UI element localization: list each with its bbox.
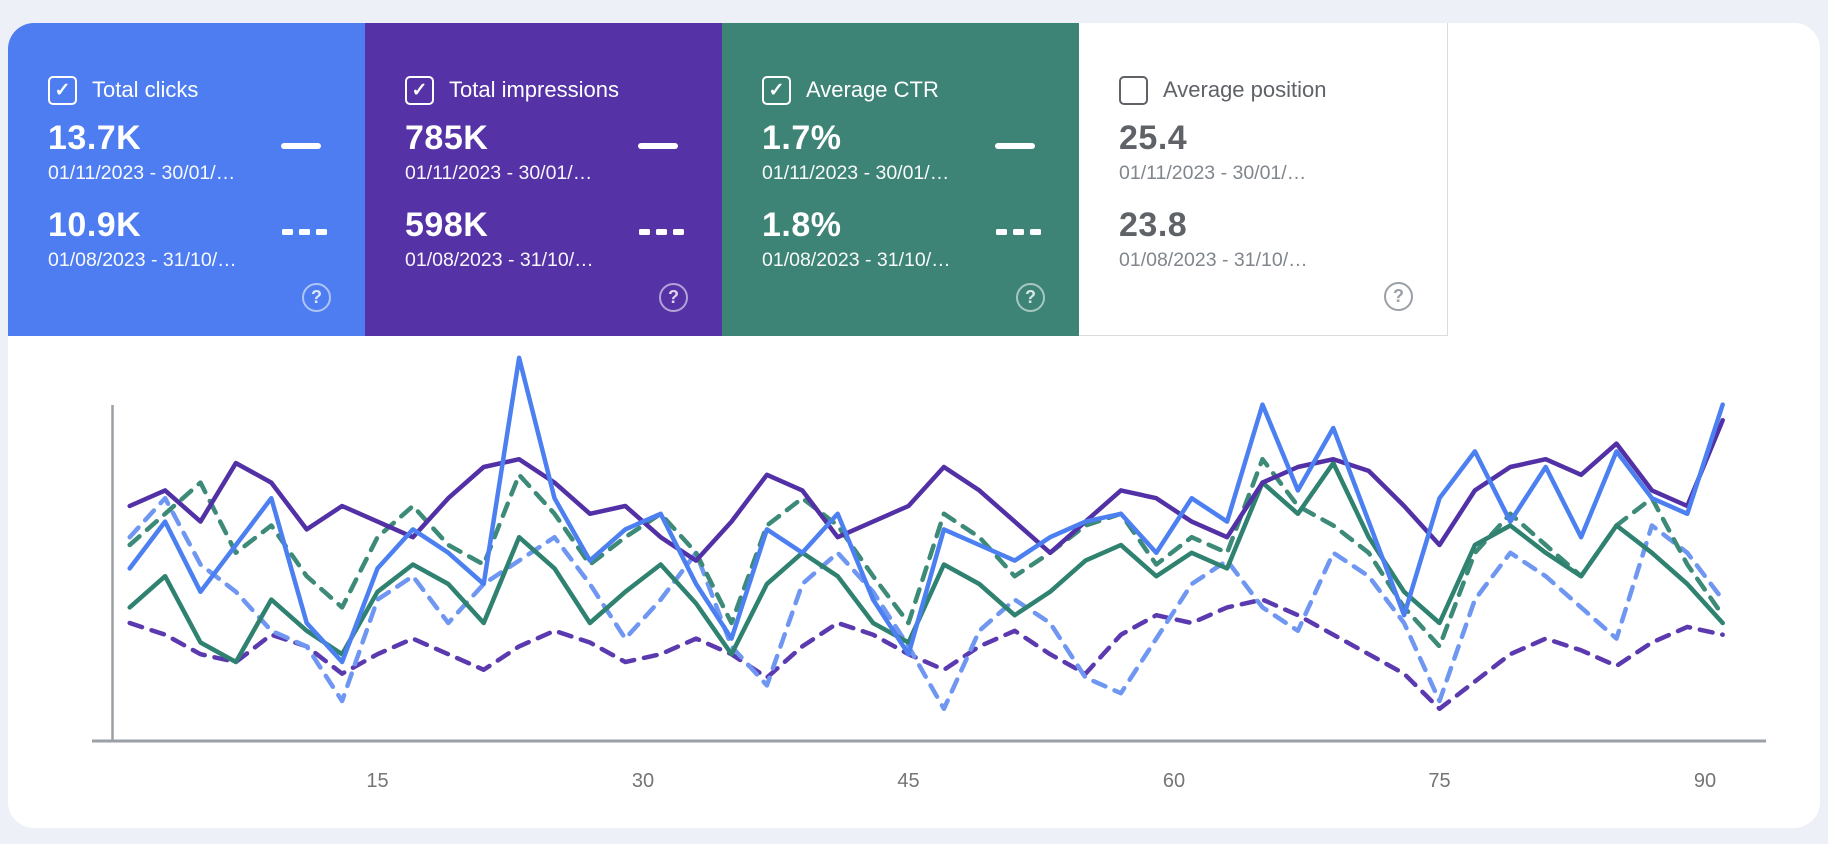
metric-card-header: ✓ Total impressions — [405, 75, 722, 105]
x-tick-label: 75 — [1428, 770, 1450, 792]
metric-range-previous: 01/08/2023 - 31/10/… — [405, 249, 594, 271]
metric-card-average-position[interactable]: Average position 25.4 01/11/2023 - 30/01… — [1079, 23, 1448, 336]
metric-card-header: Average position — [1119, 75, 1447, 105]
dashed-line-legend-icon — [996, 229, 1041, 235]
metric-label: Average position — [1163, 77, 1327, 102]
solid-line-legend-icon — [281, 143, 321, 149]
metric-card-header: ✓ Average CTR — [762, 75, 1079, 105]
total-impressions-checkbox[interactable]: ✓ — [405, 75, 434, 105]
x-tick-label: 60 — [1163, 770, 1185, 792]
solid-line-legend-icon — [638, 143, 678, 149]
metric-range-current: 01/11/2023 - 30/01/… — [405, 162, 593, 184]
series-line-impressions_current — [127, 417, 1725, 563]
metric-value-previous: 10.9K — [48, 206, 142, 244]
series-line-ctr_current — [127, 460, 1725, 665]
average-position-checkbox[interactable] — [1119, 75, 1148, 105]
metric-range-current: 01/11/2023 - 30/01/… — [762, 162, 950, 184]
dashed-line-legend-icon — [282, 229, 327, 235]
metric-range-previous: 01/08/2023 - 31/10/… — [48, 249, 237, 271]
metric-range-current: 01/11/2023 - 30/01/… — [48, 162, 236, 184]
metric-range-current: 01/11/2023 - 30/01/… — [1119, 162, 1307, 184]
help-icon[interactable]: ? — [1384, 282, 1413, 311]
metric-card-header: ✓ Total clicks — [48, 75, 365, 105]
series-line-clicks_current — [127, 355, 1725, 665]
series-line-clicks_previous — [127, 495, 1725, 712]
x-tick-label: 45 — [897, 770, 919, 792]
series-line-ctr_previous — [127, 456, 1725, 649]
metric-label: Total clicks — [92, 77, 199, 102]
series-line-impressions_previous — [127, 597, 1725, 712]
help-icon[interactable]: ? — [1016, 283, 1045, 312]
metric-range-previous: 01/08/2023 - 31/10/… — [762, 249, 951, 271]
average-ctr-checkbox[interactable]: ✓ — [762, 75, 791, 105]
metric-range-previous: 01/08/2023 - 31/10/… — [1119, 249, 1308, 271]
metric-label: Average CTR — [806, 77, 939, 102]
metric-card-total-clicks[interactable]: ✓ Total clicks 13.7K 01/11/2023 - 30/01/… — [8, 23, 365, 336]
help-icon[interactable]: ? — [659, 283, 688, 312]
solid-line-legend-icon — [995, 143, 1035, 149]
metric-value-previous: 598K — [405, 206, 489, 244]
metric-value-current: 1.7% — [762, 119, 842, 157]
metric-label: Total impressions — [449, 77, 619, 102]
performance-panel: ✓ Total clicks 13.7K 01/11/2023 - 30/01/… — [8, 23, 1820, 828]
metric-value-current: 13.7K — [48, 119, 142, 157]
metric-value-current: 785K — [405, 119, 489, 157]
help-icon[interactable]: ? — [302, 283, 331, 312]
total-clicks-checkbox[interactable]: ✓ — [48, 75, 77, 105]
metric-value-current: 25.4 — [1119, 119, 1188, 157]
dashed-line-legend-icon — [639, 229, 684, 235]
x-tick-label: 90 — [1694, 770, 1716, 792]
metric-tiles-row: ✓ Total clicks 13.7K 01/11/2023 - 30/01/… — [8, 23, 1820, 336]
metric-value-previous: 23.8 — [1119, 206, 1188, 244]
metric-card-average-ctr[interactable]: ✓ Average CTR 1.7% 01/11/2023 - 30/01/… … — [722, 23, 1079, 336]
x-tick-label: 15 — [366, 770, 388, 792]
tiles-row-filler — [1448, 23, 1820, 336]
metric-value-previous: 1.8% — [762, 206, 842, 244]
metric-card-total-impressions[interactable]: ✓ Total impressions 785K 01/11/2023 - 30… — [365, 23, 722, 336]
x-tick-label: 30 — [632, 770, 654, 792]
